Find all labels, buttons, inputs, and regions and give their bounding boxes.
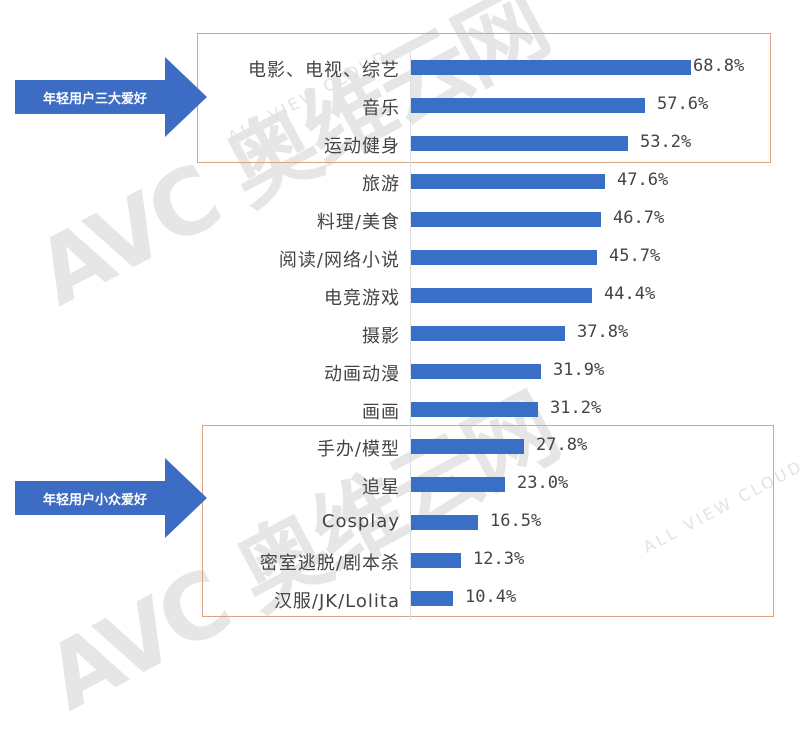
bar-row: 手办/模型 27.8% [0,427,800,465]
bar [411,591,453,606]
category-label: 密室逃脱/剧本杀 [259,553,400,574]
value-label: 31.2% [550,398,602,418]
value-label: 57.6% [657,94,709,114]
value-label: 44.4% [604,284,656,304]
top-hobbies-label: 年轻用户三大爱好 [42,91,147,107]
category-label: 摄影 [362,326,400,347]
category-axis [410,52,411,620]
value-label: 10.4% [465,587,517,607]
category-label: 旅游 [362,174,400,195]
bar [411,515,478,530]
bar-row: 音乐 57.6% [0,86,800,124]
bar [411,212,601,227]
value-label: 12.3% [473,549,525,569]
niche-hobbies-callout: 年轻用户小众爱好 [15,458,207,538]
bar-row: 动画动漫 31.9% [0,352,800,390]
bar-row: 画画 31.2% [0,390,800,428]
bar [411,250,597,265]
bar-row: 密室逃脱/剧本杀 12.3% [0,541,800,579]
category-label: Cosplay [321,511,400,532]
category-label: 阅读/网络小说 [278,250,400,271]
bar [411,288,592,303]
bar-row: 摄影 37.8% [0,314,800,352]
value-label: 53.2% [640,132,692,152]
bar-row: 电影、电视、综艺 68.8% [0,48,800,86]
bar [411,326,565,341]
bar [411,98,645,113]
bar [411,553,461,568]
bar-row: 运动健身 53.2% [0,124,800,162]
value-label: 37.8% [577,322,629,342]
bar-row: 旅游 47.6% [0,162,800,200]
category-label: 画画 [362,402,400,423]
bar [411,60,691,75]
bar [411,439,524,454]
category-label: 料理/美食 [316,212,400,233]
category-label: 追星 [362,477,400,498]
bar [411,477,505,492]
bar [411,402,538,417]
bar-row: 汉服/JK/Lolita 10.4% [0,579,800,617]
value-label: 45.7% [609,246,661,266]
value-label: 68.8% [693,56,745,76]
bar-row: 料理/美食 46.7% [0,200,800,238]
value-label: 46.7% [613,208,665,228]
value-label: 31.9% [553,360,605,380]
arrow-right-icon [15,57,207,137]
top-hobbies-callout: 年轻用户三大爱好 [15,57,207,137]
bar-row: 阅读/网络小说 45.7% [0,238,800,276]
bar-row: Cosplay 16.5% [0,503,800,541]
value-label: 16.5% [490,511,542,531]
category-label: 运动健身 [324,136,400,157]
category-label: 汉服/JK/Lolita [273,591,400,612]
category-label: 电影、电视、综艺 [248,60,400,81]
arrow-right-icon [15,458,207,538]
niche-hobbies-label: 年轻用户小众爱好 [42,492,147,508]
category-label: 手办/模型 [316,439,400,460]
value-label: 23.0% [517,473,569,493]
bar [411,364,541,379]
value-label: 27.8% [536,435,588,455]
category-label: 音乐 [362,98,400,119]
bar [411,174,605,189]
niche-hobbies-box [202,425,774,617]
bar [411,136,628,151]
category-label: 电竞游戏 [324,288,400,309]
bar-row: 电竞游戏 44.4% [0,276,800,314]
value-label: 47.6% [617,170,669,190]
category-label: 动画动漫 [324,364,400,385]
bar-row: 追星 23.0% [0,465,800,503]
